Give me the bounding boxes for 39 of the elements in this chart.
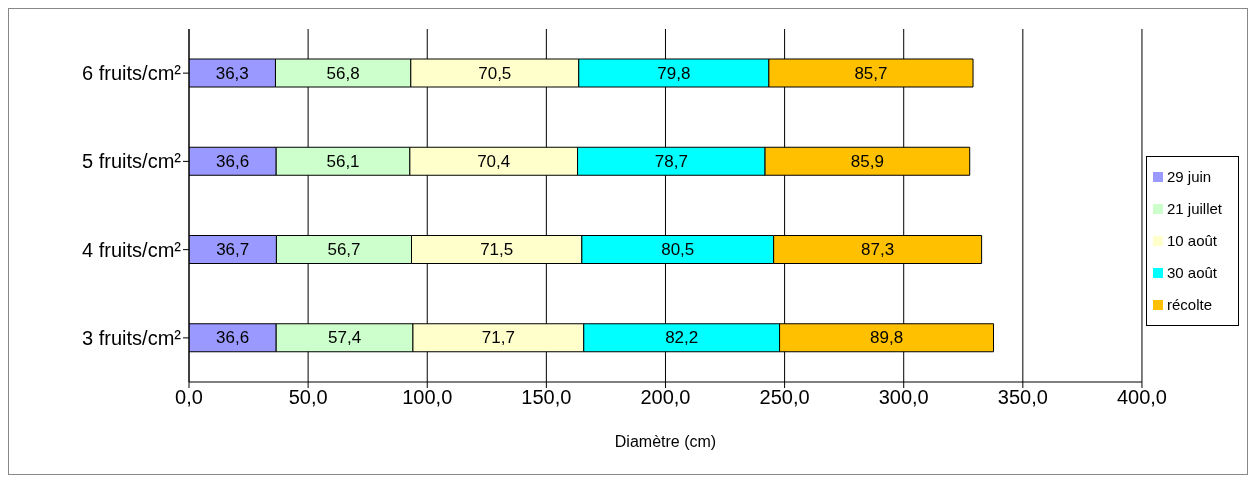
y-tick-label: 3 fruits/cm² [82,326,182,349]
data-label: 85,7 [854,63,888,83]
data-label: 89,8 [870,328,904,348]
data-label: 36,7 [216,240,250,260]
legend-label: récolte [1166,295,1212,313]
data-label: 57,4 [328,328,362,348]
data-label: 80,5 [661,240,695,260]
data-label: 36,6 [216,328,250,348]
data-label: 79,8 [657,63,691,83]
data-label: 56,1 [326,151,360,171]
data-label: 36,6 [216,151,250,171]
data-label: 70,4 [477,151,511,171]
x-tick-label: 0,0 [175,386,203,409]
legend-label: 29 juin [1166,167,1212,185]
x-axis-title: Diamètre (cm) [614,433,717,450]
data-label: 71,7 [481,328,515,348]
legend-label: 21 juillet [1166,199,1222,217]
data-label: 82,2 [665,328,699,348]
data-label: 36,3 [215,63,249,83]
x-tick-label: 300,0 [878,386,929,409]
y-tick-label: 4 fruits/cm² [82,238,182,261]
x-tick-label: 100,0 [402,386,453,409]
data-label: 70,5 [478,63,512,83]
x-tick-label: 200,0 [640,386,691,409]
x-tick-label: 50,0 [288,386,328,409]
data-label: 78,7 [654,151,688,171]
data-label: 71,5 [480,240,514,260]
y-tick-label: 6 fruits/cm² [82,62,182,85]
x-tick-label: 350,0 [997,386,1048,409]
data-label: 87,3 [861,240,895,260]
y-tick-label: 5 fruits/cm² [82,150,182,173]
x-tick-label: 400,0 [1116,386,1167,409]
data-label: 85,9 [850,151,884,171]
x-tick-label: 250,0 [759,386,810,409]
data-label: 56,8 [326,63,360,83]
legend-label: 10 août [1166,231,1217,249]
legend-label: 30 août [1166,263,1217,281]
data-label: 56,7 [327,240,361,260]
x-tick-label: 150,0 [521,386,572,409]
